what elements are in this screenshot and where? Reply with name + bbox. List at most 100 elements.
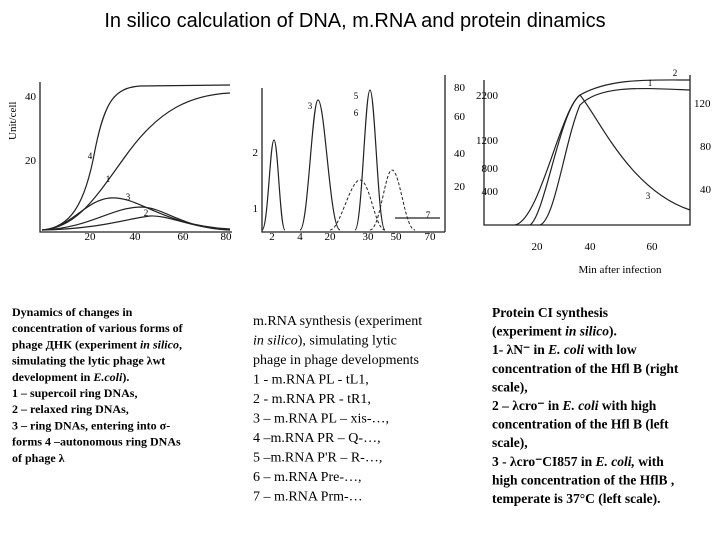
caption-line: scale), xyxy=(492,435,528,450)
caption-text: (experiment xyxy=(492,324,565,339)
caption-text: concentration of the Hfl B (left xyxy=(492,417,669,432)
caption-text: forms 4 –autonomous ring DNAs xyxy=(12,435,181,449)
caption-line: 2 – λcro⁻ in E. coli with high xyxy=(492,398,657,413)
axes xyxy=(39,82,232,233)
tick-label: 60 xyxy=(647,241,659,253)
tick-labels: 40 20 20 40 60 80 4 1 3 2 2 1 80 60 40 20 2 4 20 30 50 70 3 5 6 7… xyxy=(25,68,712,253)
caption-text: scale), xyxy=(492,379,528,394)
caption-line: 3 – m.RNA PL – xis-…, xyxy=(253,412,389,427)
caption-text: 4 –m.RNA PR – Q-…, xyxy=(253,431,381,446)
caption-line: phage in phage developments xyxy=(253,353,419,368)
caption-text: Protein CI synthesis xyxy=(492,305,608,320)
caption-text: ). xyxy=(122,370,129,384)
tick-label: 2200 xyxy=(476,90,499,102)
caption-text: Dynamics of changes in xyxy=(12,305,133,319)
caption-line: high concentration of the HflB , xyxy=(492,472,674,487)
caption-text: 2 – λcro⁻ in xyxy=(492,398,563,413)
caption-line: 3 – ring DNAs, entering into σ- xyxy=(12,418,170,432)
curve xyxy=(261,139,286,231)
caption-text: E.coli xyxy=(92,370,123,384)
plot-2 xyxy=(261,75,446,233)
tick-label: 70 xyxy=(425,231,437,243)
curve xyxy=(354,89,386,231)
curve-label: 2 xyxy=(673,68,678,78)
caption-line: scale), xyxy=(492,379,528,394)
caption-text: phage ДНК (experiment xyxy=(12,337,140,351)
caption-line: development in E.coli). xyxy=(12,370,129,384)
caption-text: concentration of various forms of xyxy=(12,321,184,335)
tick-label: 20 xyxy=(325,231,337,243)
curve xyxy=(41,92,231,231)
curve xyxy=(41,197,231,231)
curve xyxy=(41,215,231,231)
caption-text: 3 - λcro⁻CI857 in xyxy=(492,454,596,469)
tick-label: 2 xyxy=(253,147,259,159)
caption-line: 2 - m.RNA PR - tR1, xyxy=(253,392,371,407)
caption-text: 2 - m.RNA PR - tR1, xyxy=(253,392,371,407)
curve-label: 6 xyxy=(354,108,359,118)
caption-line: phage ДНК (experiment in silico, xyxy=(12,337,182,351)
tick-label: 40 xyxy=(130,231,142,243)
caption-text: 5 –m.RNA P'R – R-…, xyxy=(253,451,382,466)
caption-text: scale), xyxy=(492,435,528,450)
caption-text: with xyxy=(635,454,664,469)
caption-line: concentration of various forms of xyxy=(12,321,184,335)
tick-label: 2 xyxy=(269,231,275,243)
tick-label: 40 xyxy=(25,91,37,103)
caption-text: E. coli, xyxy=(595,454,635,469)
caption-line: 4 –m.RNA PR – Q-…, xyxy=(253,431,381,446)
caption-text: 7 – m.RNA Prm-… xyxy=(253,490,363,505)
tick-label: 20 xyxy=(454,181,466,193)
caption-text: in silico xyxy=(253,334,298,349)
curve xyxy=(539,87,691,226)
caption-line: 1 – supercoil ring DNAs, xyxy=(12,386,137,400)
x-label: Min after infection xyxy=(578,264,662,276)
curve-label: 1 xyxy=(648,78,653,88)
caption-line: in silico), simulating lytic xyxy=(253,334,397,349)
caption-text: 2 – relaxed ring DNAs, xyxy=(12,402,129,416)
caption-text: development in xyxy=(12,370,93,384)
caption-text: 3 – m.RNA PL – xis-…, xyxy=(253,412,389,427)
caption-line: Dynamics of changes in xyxy=(12,305,133,319)
caption-line: 1 - m.RNA PL - tL1, xyxy=(253,373,369,388)
caption-line: 6 – m.RNA Pre-…, xyxy=(253,470,362,485)
caption-line: 2 – relaxed ring DNAs, xyxy=(12,402,129,416)
curve-label: 5 xyxy=(354,91,359,101)
caption-text: ), simulating lytic xyxy=(298,334,397,349)
tick-label: 20 xyxy=(85,231,97,243)
caption-text: E. coli xyxy=(547,342,584,357)
caption-text: 1 – supercoil ring DNAs, xyxy=(12,386,137,400)
caption-line: 7 – m.RNA Prm-… xyxy=(253,490,363,505)
tick-label: 120 xyxy=(694,98,711,110)
caption-line: temperate is 37°C (left scale). xyxy=(492,491,660,506)
caption-text: of phage λ xyxy=(12,451,65,465)
axes xyxy=(483,75,691,226)
caption-line: forms 4 –autonomous ring DNAs xyxy=(12,435,181,449)
curve-label: 2 xyxy=(144,208,149,218)
tick-label: 80 xyxy=(700,141,712,153)
tick-label: 40 xyxy=(585,241,597,253)
caption-text: ). xyxy=(609,324,617,339)
curve xyxy=(41,84,231,231)
curve-label: 7 xyxy=(426,210,431,220)
caption-line: (experiment in silico). xyxy=(492,324,617,339)
tick-label: 80 xyxy=(454,82,466,94)
caption-text: in silico xyxy=(565,324,609,339)
caption-text: simulating the lytic phage λwt xyxy=(12,354,165,368)
caption-text: E. coli xyxy=(562,398,599,413)
plot-1 xyxy=(39,82,232,233)
caption-text: phage in phage developments xyxy=(253,353,419,368)
caption-text: 3 – ring DNAs, entering into σ- xyxy=(12,418,170,432)
tick-label: 400 xyxy=(482,186,499,198)
captions: Dynamics of changes in concentration of v… xyxy=(12,305,679,506)
tick-label: 20 xyxy=(532,241,544,253)
caption-line: 1- λN⁻ in E. coli with low xyxy=(492,342,637,357)
caption-text: in silico xyxy=(140,337,179,351)
tick-label: 80 xyxy=(221,231,233,243)
tick-label: 60 xyxy=(178,231,190,243)
caption-text: 1 - m.RNA PL - tL1, xyxy=(253,373,369,388)
caption-line: 5 –m.RNA P'R – R-…, xyxy=(253,451,382,466)
curve xyxy=(369,169,416,231)
tick-label: 40 xyxy=(700,184,712,196)
